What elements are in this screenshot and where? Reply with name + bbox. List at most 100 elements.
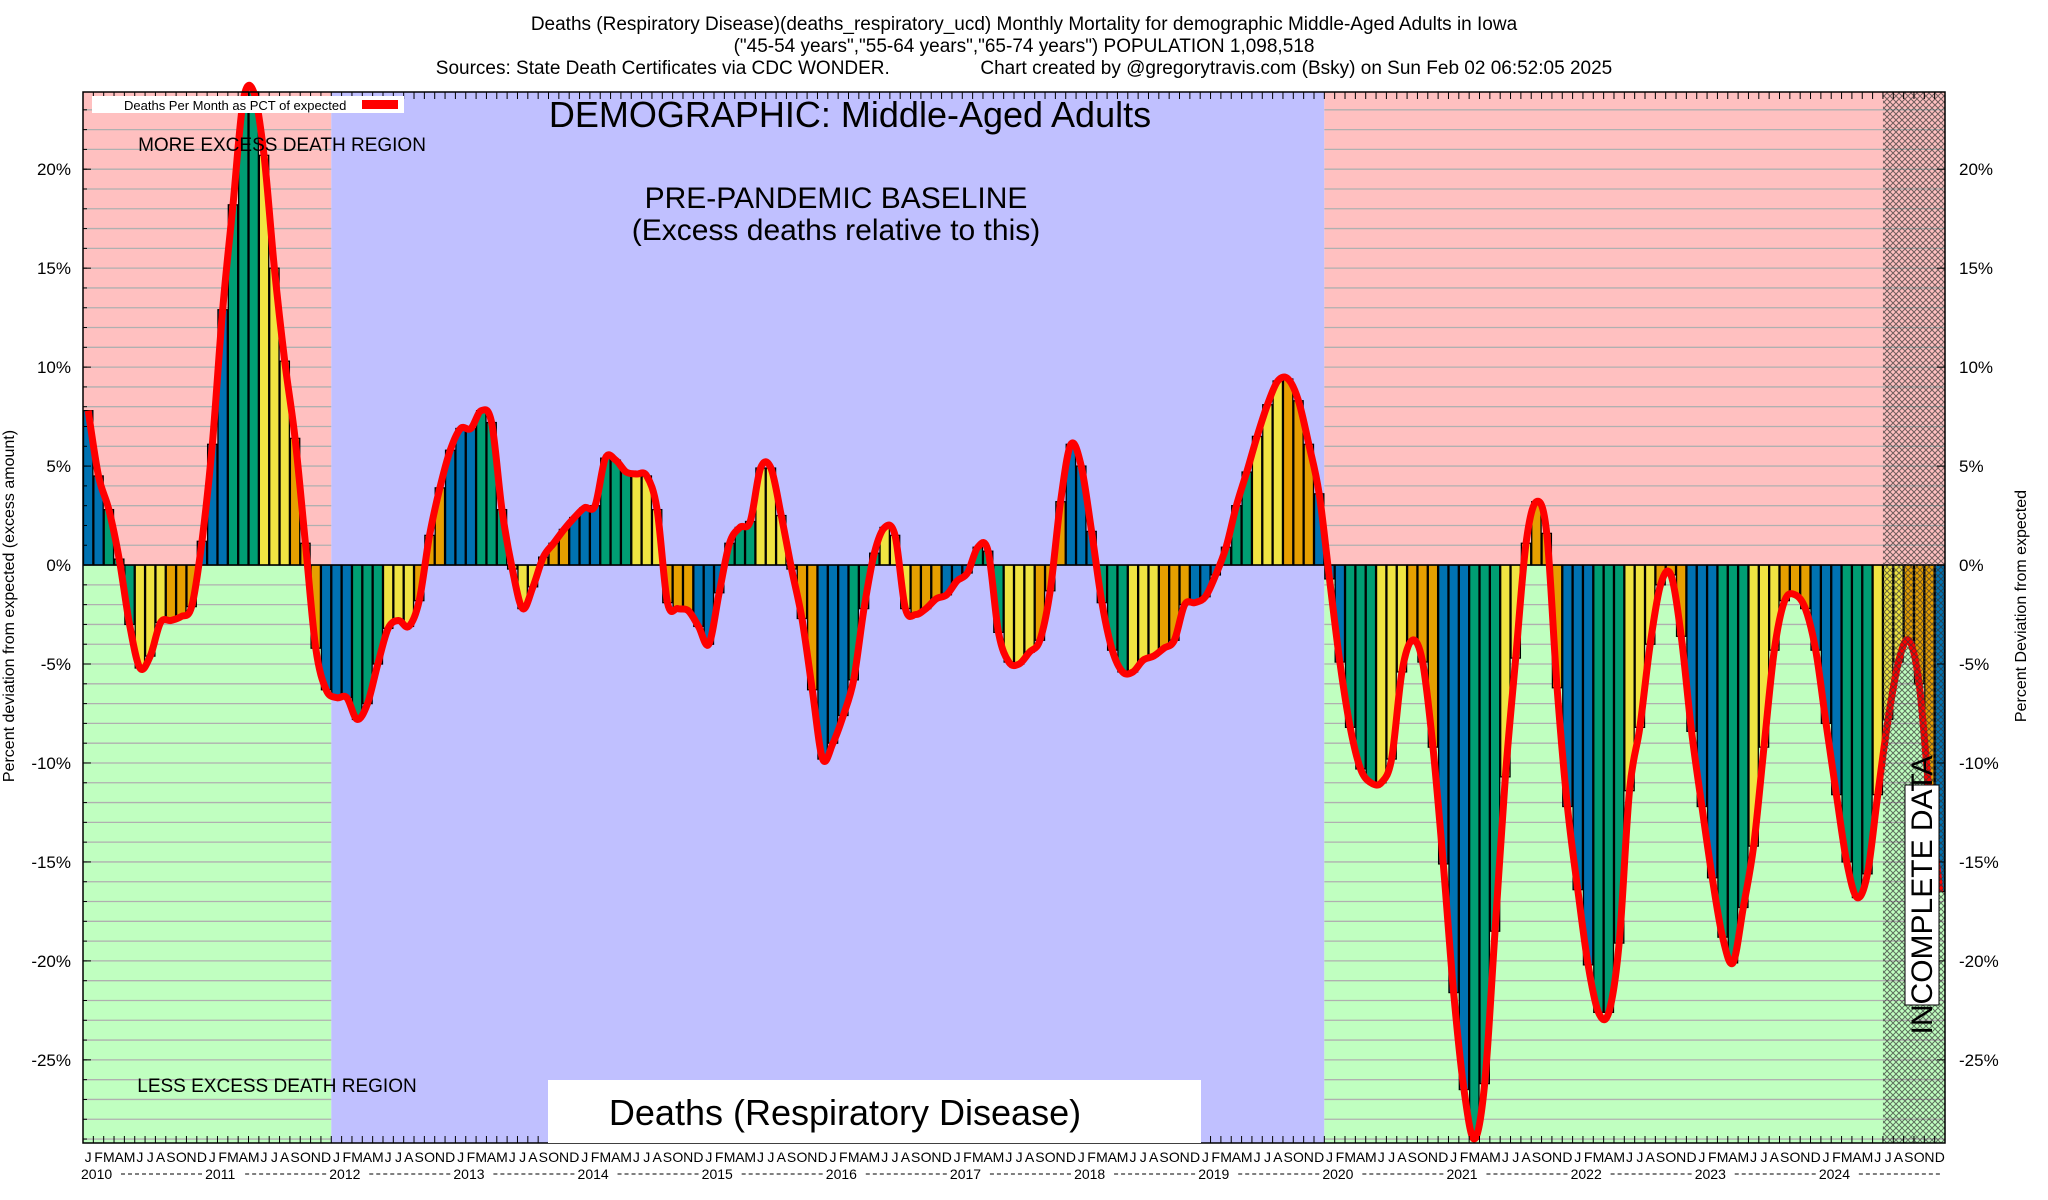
x-month-label: D [1811, 1149, 1821, 1165]
x-month-label: A [528, 1149, 538, 1165]
metric-box [548, 1080, 1201, 1143]
x-month-label: J [1760, 1149, 1767, 1165]
bar-month [579, 506, 591, 566]
x-month-label: A [280, 1149, 290, 1165]
incomplete-data-label-group: INCOMPLETE DATA [1904, 756, 1940, 1034]
x-month-label: N [807, 1149, 817, 1165]
x-month-label: F [839, 1149, 848, 1165]
x-month-label: M [1717, 1149, 1729, 1165]
x-month-label: S [290, 1149, 299, 1165]
x-year-label: 2015 [702, 1166, 733, 1182]
bar-month [1365, 564, 1377, 784]
y-tick-label-right: -20% [1959, 952, 1999, 971]
x-month-label: A [156, 1149, 166, 1165]
x-month-label: J [1005, 1149, 1012, 1165]
x-month-label: N [559, 1149, 569, 1165]
legend-box [92, 96, 404, 113]
x-month-label: M [1841, 1149, 1853, 1165]
x-month-label: D [1562, 1149, 1572, 1165]
bar-month [672, 564, 684, 610]
x-month-label: J [829, 1149, 836, 1165]
bar-month [1841, 564, 1853, 863]
x-month-label: N [187, 1149, 197, 1165]
x-month-label: O [1169, 1149, 1180, 1165]
x-month-label: J [209, 1149, 216, 1165]
x-month-label: S [1159, 1149, 1168, 1165]
x-month-label: D [1935, 1149, 1945, 1165]
x-month-label: F [467, 1149, 476, 1165]
y-tick-label-right: 0% [1959, 556, 1984, 575]
x-year-label: 2010 [81, 1166, 112, 1182]
x-month-label: F [1460, 1149, 1469, 1165]
x-month-label: A [404, 1149, 414, 1165]
bar-month [1375, 564, 1387, 784]
x-month-label: A [239, 1149, 249, 1165]
x-month-label: J [147, 1149, 154, 1165]
x-year-label: 2017 [950, 1166, 981, 1182]
bar-month [1458, 564, 1470, 1091]
x-month-label: D [1314, 1149, 1324, 1165]
x-month-label: M [972, 1149, 984, 1165]
y-tick-label-left: -25% [31, 1051, 71, 1070]
bar-month [837, 564, 849, 717]
x-month-label: J [85, 1149, 92, 1165]
bar-month [465, 427, 477, 566]
x-month-label: F [1087, 1149, 1096, 1165]
chart-subtitle: ("45-54 years","55-64 years","65-74 year… [733, 36, 1315, 57]
y-tick-label-left: 15% [37, 259, 71, 278]
x-month-label: A [652, 1149, 662, 1165]
x-month-label: A [1273, 1149, 1283, 1165]
x-month-label: N [1552, 1149, 1562, 1165]
x-month-label: J [1202, 1149, 1209, 1165]
y-tick-label-right: -10% [1959, 754, 1999, 773]
x-month-label: M [248, 1149, 260, 1165]
x-month-label: S [1904, 1149, 1913, 1165]
bar-month [455, 427, 466, 566]
x-month-label: A [901, 1149, 911, 1165]
bar-month [1355, 564, 1366, 770]
x-month-label: O [300, 1149, 311, 1165]
x-month-label: A [1646, 1149, 1656, 1165]
x-month-label: A [1894, 1149, 1904, 1165]
x-month-label: J [954, 1149, 961, 1165]
y-tick-label-right: 15% [1959, 259, 1993, 278]
x-month-label: J [1502, 1149, 1509, 1165]
bar-month [351, 564, 363, 721]
x-month-label: S [1656, 1149, 1665, 1165]
x-month-label: F [218, 1149, 227, 1165]
bar-month [1406, 564, 1418, 641]
x-month-label: S [539, 1149, 548, 1165]
chart-header: Deaths (Respiratory Disease)(deaths_resp… [0, 14, 2048, 80]
y-tick-label-right: 5% [1959, 457, 1984, 476]
x-month-label: J [1512, 1149, 1519, 1165]
x-month-label: F [94, 1149, 103, 1165]
x-month-label: N [1924, 1149, 1934, 1165]
x-month-label: S [911, 1149, 920, 1165]
x-year-label: 2018 [1074, 1166, 1105, 1182]
x-month-label: O [921, 1149, 932, 1165]
x-month-label: O [1045, 1149, 1056, 1165]
bar-month [155, 564, 166, 624]
x-month-label: M [1862, 1149, 1874, 1165]
bar-month [631, 473, 642, 566]
more-region-label: MORE EXCESS DEATH REGION [138, 135, 426, 156]
x-month-label: N [931, 1149, 941, 1165]
bar-month [910, 564, 922, 616]
x-month-label: J [1254, 1149, 1261, 1165]
x-month-label: A [1397, 1149, 1407, 1165]
x-month-label: S [787, 1149, 796, 1165]
x-month-label: N [1304, 1149, 1314, 1165]
x-year-label: 2019 [1198, 1166, 1229, 1182]
less-excess-region [83, 565, 332, 1143]
x-month-label: A [1728, 1149, 1738, 1165]
x-month-label: O [1665, 1149, 1676, 1165]
x-month-label: J [892, 1149, 899, 1165]
x-month-label: J [633, 1149, 640, 1165]
y-tick-label-left: 0% [46, 556, 71, 575]
x-month-label: M [227, 1149, 239, 1165]
x-month-label: M [475, 1149, 487, 1165]
y-axis-label-right: Percent Deviation from expected [2013, 489, 2030, 723]
x-month-label: M [1593, 1149, 1605, 1165]
bar-month [1603, 564, 1615, 1014]
